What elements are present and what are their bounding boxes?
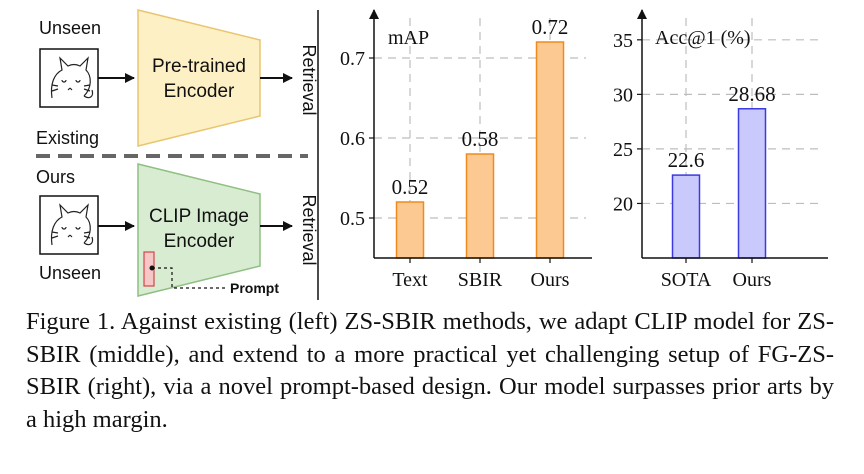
- chart-title: mAP: [388, 27, 429, 49]
- bar: [737, 108, 767, 259]
- bar: [535, 41, 565, 259]
- y-tick-label: 0.6: [340, 128, 365, 150]
- x-tick-label: SOTA: [661, 269, 712, 291]
- y-tick-label: 35: [613, 30, 633, 52]
- x-tick-label: Ours: [531, 269, 570, 291]
- y-tick-label: 20: [613, 193, 633, 215]
- figure: Unseen Pre-trained Encoder Retrieval Exi…: [36, 9, 828, 300]
- chart-map: 0.52 0.58 0.72 0.5 0.6 0.7 Text SBIR Ours mAP: [340, 9, 592, 291]
- y-tick-label: 25: [613, 139, 633, 161]
- top-encoder-line-1: Pre-trained: [152, 56, 246, 77]
- y-tick-label: 30: [613, 84, 633, 106]
- retrieval-top-label: Retrieval: [299, 44, 319, 115]
- y-tick-label: 0.5: [340, 208, 365, 230]
- bottom-encoder: [137, 163, 261, 297]
- x-tick-label: Text: [392, 269, 428, 291]
- bottom-sketch-icon: [39, 195, 99, 255]
- top-encoder: [137, 9, 261, 147]
- top-sketch-icon: [39, 48, 99, 108]
- pipeline-diagram: Unseen Pre-trained Encoder Retrieval Exi…: [36, 9, 319, 300]
- bar-value-label: 0.52: [392, 175, 429, 199]
- bar-value-label: 0.58: [462, 127, 499, 151]
- x-tick-label: SBIR: [458, 269, 503, 291]
- top-input-label: Unseen: [39, 18, 101, 38]
- bar: [465, 153, 495, 259]
- bottom-encoder-line-2: Encoder: [164, 231, 235, 252]
- y-tick-label: 0.7: [340, 48, 365, 70]
- chart-acc: 22.6 28.68 20 25 30 35 SOTA Ours Acc@1 (%): [613, 9, 828, 291]
- prompt-label: Prompt: [230, 280, 279, 296]
- bar-value-label: 22.6: [668, 148, 705, 172]
- top-encoder-line-2: Encoder: [164, 81, 235, 102]
- figure-caption: Figure 1. Against existing (left) ZS-SBI…: [26, 308, 834, 433]
- chart-title: Acc@1 (%): [655, 27, 751, 49]
- bar: [671, 174, 701, 259]
- bar: [395, 201, 425, 259]
- bottom-encoder-line-1: CLIP Image: [149, 206, 249, 227]
- prompt-leader-line: [152, 267, 226, 289]
- bottom-input-label: Unseen: [39, 263, 101, 283]
- existing-label: Existing: [36, 128, 99, 148]
- bar-value-label: 0.72: [532, 15, 569, 39]
- ours-label: Ours: [36, 167, 75, 187]
- retrieval-bottom-label: Retrieval: [299, 194, 319, 265]
- bar-value-label: 28.68: [728, 82, 775, 106]
- x-tick-label: Ours: [733, 269, 772, 291]
